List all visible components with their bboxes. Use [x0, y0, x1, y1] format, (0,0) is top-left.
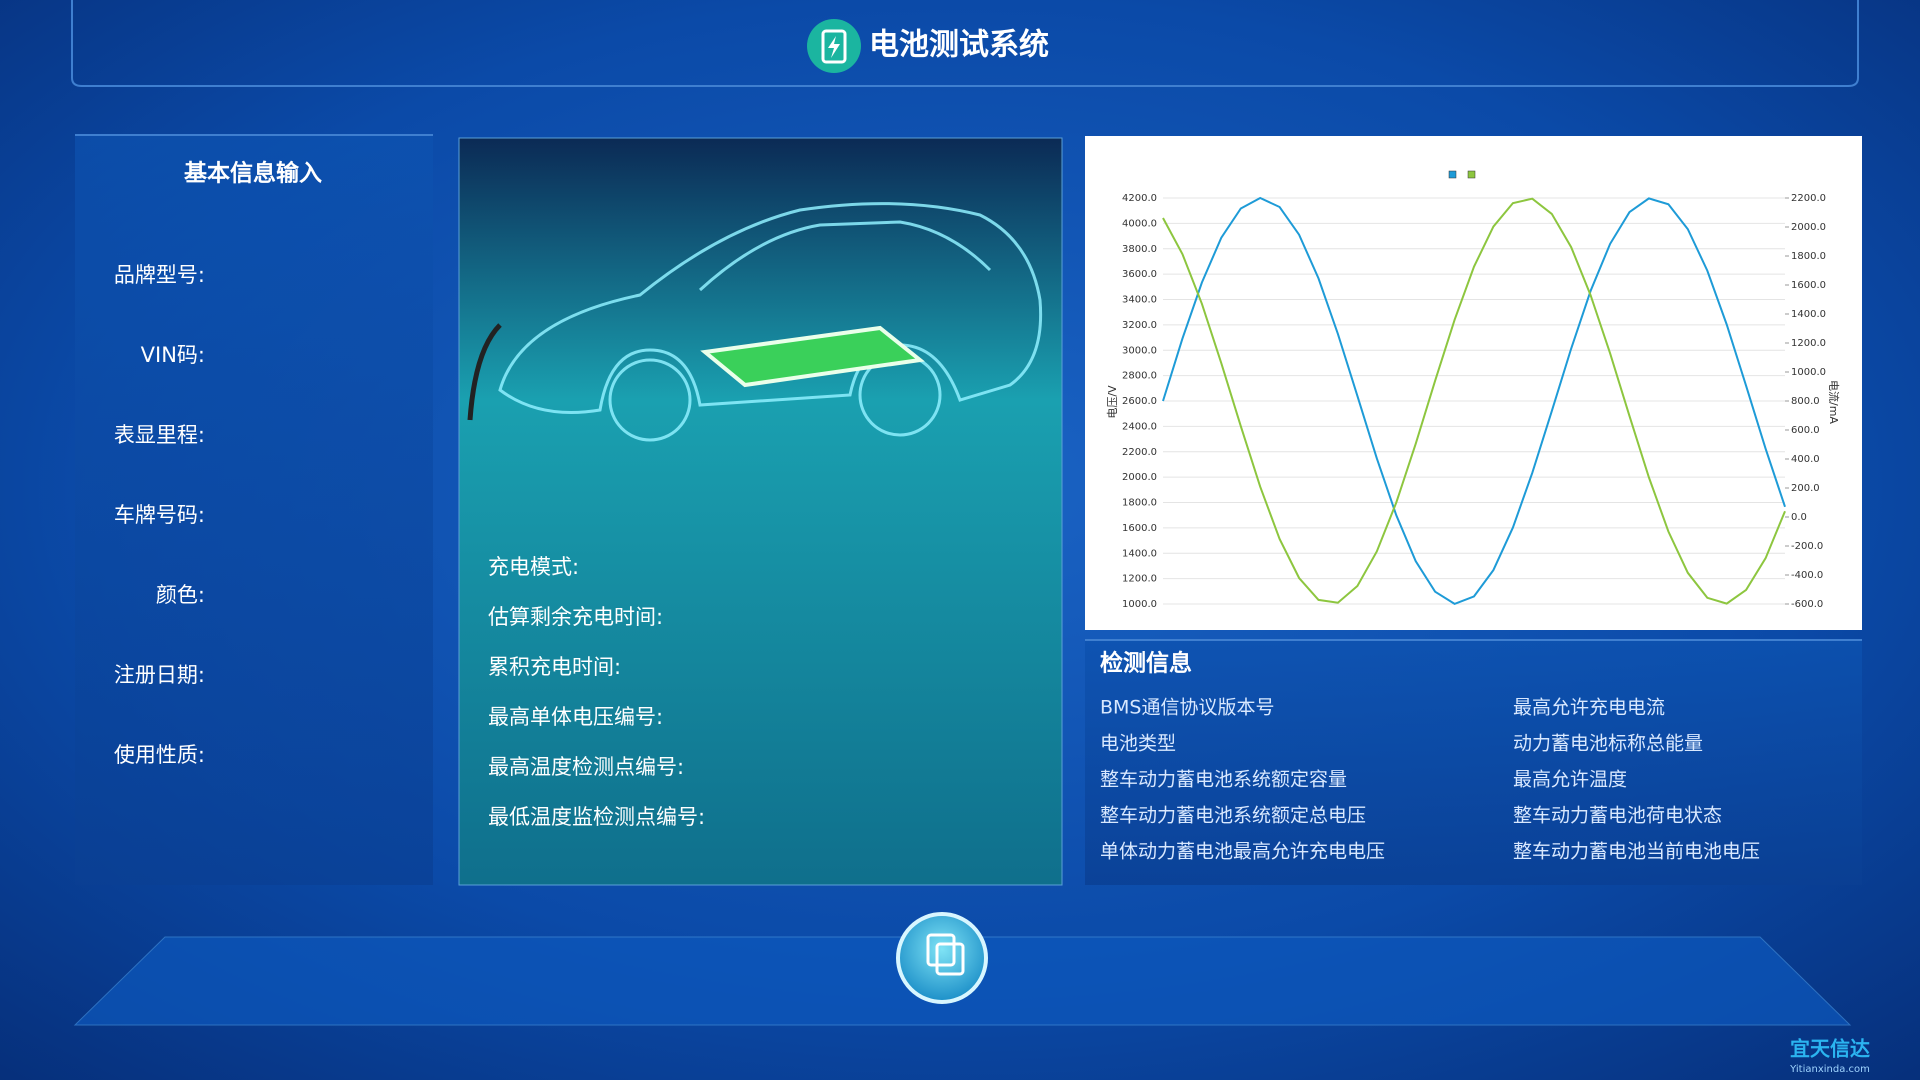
- button-icon: [935, 942, 965, 976]
- detection-item: 最高允许温度: [1513, 769, 1627, 791]
- y-tick-label: 4000.0: [1122, 218, 1157, 229]
- field-label: 颜色:: [156, 583, 205, 607]
- basic-panel: [75, 135, 433, 885]
- y-tick-label: 1600.0: [1122, 523, 1157, 534]
- y2-axis-label: 电流/mA: [1827, 380, 1841, 424]
- detection-panel: [1085, 640, 1862, 885]
- y2-tick-label: 2000.0: [1791, 222, 1826, 233]
- chart-panel: [1085, 136, 1862, 630]
- y-tick-label: 3000.0: [1122, 345, 1157, 356]
- field-label: 充电模式:: [488, 555, 579, 579]
- y2-tick-label: 1400.0: [1791, 309, 1826, 320]
- field-label: 车牌号码:: [114, 503, 205, 527]
- car-panel: [458, 137, 1063, 886]
- charger-cable: [467, 323, 502, 421]
- field-label: 最高温度检测点编号:: [488, 755, 684, 779]
- y-tick-label: 2800.0: [1122, 371, 1157, 382]
- field-label: 估算剩余充电时间:: [488, 605, 663, 629]
- page-title: 电池测试系统: [869, 28, 1049, 63]
- field-label: 最高单体电压编号:: [488, 705, 663, 729]
- y2-tick-label: 1200.0: [1791, 338, 1826, 349]
- y2-tick-label: -400.0: [1791, 570, 1823, 581]
- y2-tick-label: 2200.0: [1791, 193, 1826, 204]
- detection-title: 检测信息: [1100, 650, 1192, 677]
- y2-tick-label: 0.0: [1791, 512, 1807, 523]
- y-tick-label: 2200.0: [1122, 447, 1157, 458]
- y-tick-label: 1000.0: [1122, 599, 1157, 610]
- y2-tick-label: 1000.0: [1791, 367, 1826, 378]
- watermark-name: 宜天信达: [1790, 1037, 1870, 1061]
- y-tick-label: 3600.0: [1122, 269, 1157, 280]
- y-tick-label: 3400.0: [1122, 295, 1157, 306]
- field-label: 累积充电时间:: [488, 655, 621, 679]
- header-frame: [71, 0, 1859, 87]
- battery-icon: [821, 29, 847, 64]
- y-tick-label: 1400.0: [1122, 548, 1157, 559]
- field-label: 品牌型号:: [114, 263, 205, 287]
- basic-title: 基本信息输入: [184, 160, 322, 187]
- field-label: VIN码:: [141, 343, 205, 367]
- y2-tick-label: 1600.0: [1791, 280, 1826, 291]
- y-tick-label: 2400.0: [1122, 421, 1157, 432]
- button-icon: [926, 933, 956, 967]
- data-line: [1162, 196, 1786, 606]
- y2-tick-label: -600.0: [1791, 599, 1823, 610]
- y2-tick-label: 200.0: [1791, 483, 1820, 494]
- bolt-icon: [828, 36, 840, 58]
- field-label: 表显里程:: [114, 423, 205, 447]
- y-tick-label: 1800.0: [1122, 498, 1157, 509]
- field-label: 注册日期:: [114, 663, 205, 687]
- field-label: 最低温度监检测点编号:: [488, 805, 705, 829]
- detection-item: 整车动力蓄电池系统额定容量: [1100, 769, 1347, 791]
- y-tick-label: 4200.0: [1122, 193, 1157, 204]
- y2-tick-label: 800.0: [1791, 396, 1820, 407]
- y-tick-label: 3200.0: [1122, 320, 1157, 331]
- detection-item: 电池类型: [1100, 733, 1176, 755]
- y-tick-label: 1200.0: [1122, 574, 1157, 585]
- battery-pack: [700, 325, 925, 388]
- switch-button[interactable]: [896, 912, 988, 1004]
- detection-item: 整车动力蓄电池当前电池电压: [1513, 841, 1760, 863]
- legend-swatch: [1467, 170, 1476, 179]
- y2-tick-label: 600.0: [1791, 425, 1820, 436]
- detection-item: BMS通信协议版本号: [1100, 697, 1275, 719]
- y-tick-label: 2000.0: [1122, 472, 1157, 483]
- y-axis-label: 电压/V: [1106, 385, 1119, 419]
- y2-tick-label: 400.0: [1791, 454, 1820, 465]
- field-label: 使用性质:: [114, 743, 205, 767]
- detection-item: 单体动力蓄电池最高允许充电电压: [1100, 841, 1385, 863]
- y2-tick-label: 1800.0: [1791, 251, 1826, 262]
- watermark-url: Yitianxinda.com: [1789, 1064, 1870, 1075]
- y2-tick-label: -200.0: [1791, 541, 1823, 552]
- detection-item: 最高允许充电电流: [1513, 697, 1665, 719]
- data-line: [1162, 197, 1786, 605]
- y-tick-label: 2600.0: [1122, 396, 1157, 407]
- legend-swatch: [1448, 170, 1457, 179]
- detection-item: 整车动力蓄电池荷电状态: [1513, 805, 1722, 827]
- y-tick-label: 3800.0: [1122, 244, 1157, 255]
- detection-item: 动力蓄电池标称总能量: [1513, 733, 1703, 755]
- detection-item: 整车动力蓄电池系统额定总电压: [1100, 805, 1366, 827]
